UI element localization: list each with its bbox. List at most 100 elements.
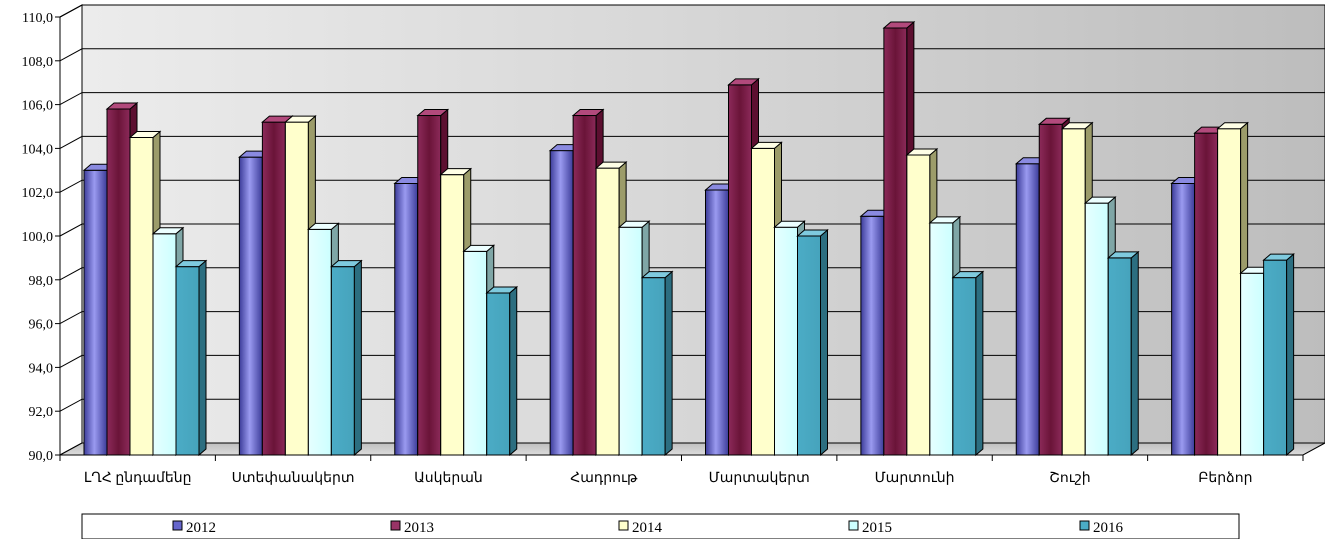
bar-top [1262, 253, 1295, 261]
bar-front [705, 189, 729, 456]
bar-front [774, 226, 798, 456]
bar-top [1216, 122, 1249, 130]
gridline [59, 4, 1325, 18]
bar-side [1286, 253, 1295, 457]
bar-2016 [796, 228, 829, 457]
y-tick-label: 102,0 [22, 186, 54, 201]
bar-front [929, 222, 954, 456]
bar-front [1061, 128, 1086, 456]
bar-top [750, 141, 783, 149]
bar-front [1084, 202, 1109, 456]
y-tick-label: 106,0 [22, 99, 54, 114]
category-label: Ասկերան [414, 471, 483, 486]
y-tick-label: 98,0 [29, 274, 54, 289]
bar-front [641, 277, 666, 456]
bar-front [394, 182, 419, 456]
bar-top [439, 168, 473, 176]
bar-2016 [1106, 250, 1140, 457]
legend-label-2015: 2015 [862, 520, 892, 536]
bar-front [261, 121, 286, 456]
bar-top [105, 102, 139, 110]
bar-top [773, 220, 806, 228]
bar-top [727, 78, 760, 86]
bar-top [594, 161, 628, 169]
bar-front [1194, 132, 1219, 456]
legend-swatch-2013 [390, 520, 401, 531]
bar-top [151, 227, 185, 235]
bar-front [860, 215, 885, 456]
y-tick-label: 92,0 [29, 405, 54, 420]
legend-box [81, 513, 1240, 539]
bar-front [797, 235, 821, 456]
bar-side [353, 259, 362, 457]
bar-top [617, 220, 651, 228]
y-tick-label: 94,0 [29, 361, 54, 376]
bar-front [440, 174, 465, 456]
bar-top [284, 115, 317, 123]
category-label: Մարտակերտ [709, 471, 810, 486]
bar-2016 [951, 270, 985, 457]
category-label: Հադրութ [570, 471, 638, 486]
bar-front [238, 156, 263, 456]
bar-top [462, 244, 496, 252]
bar-top [485, 286, 519, 294]
bar-2016 [640, 270, 674, 457]
bar-2016 [174, 259, 208, 457]
bar-side [820, 228, 828, 457]
bar-front [1240, 272, 1265, 456]
legend-label-2014: 2014 [632, 520, 663, 536]
bar-front [83, 169, 108, 456]
bar-top [1083, 196, 1117, 204]
category-label: Ստեփանակերտ [232, 471, 355, 486]
y-tick-label: 90,0 [29, 449, 54, 464]
y-tick-label: 104,0 [22, 142, 54, 157]
bar-front [728, 84, 752, 456]
bar-top [905, 148, 939, 156]
bar-front [1107, 257, 1132, 456]
bar-front [307, 228, 332, 456]
bar-side [509, 285, 518, 457]
bar-front [330, 266, 355, 456]
category-label: Բերձոր [1198, 471, 1252, 486]
y-tick-label: 96,0 [29, 318, 54, 333]
bars [82, 20, 1295, 457]
bar-front [486, 292, 511, 456]
bar-front [284, 121, 309, 456]
y-axis-ticks: 90,0 92,0 94,0 96,0 98,0 100,0 102,0 104,0 106,0… [22, 11, 61, 464]
bar-top [882, 21, 916, 29]
bar-front [1015, 163, 1040, 456]
bar-front [883, 27, 908, 456]
bar-front [1038, 123, 1063, 456]
y-tick-label: 100,0 [22, 230, 54, 245]
bar-front [618, 226, 643, 456]
bar-top [1106, 251, 1140, 259]
bar-front [549, 150, 574, 456]
bar-top [796, 229, 829, 237]
legend-swatch-2016 [1079, 520, 1090, 531]
bar-front [175, 266, 200, 456]
bar-side [1130, 250, 1139, 457]
bar-front [1263, 259, 1288, 456]
legend-swatch-2015 [848, 520, 859, 531]
bar-top [416, 109, 450, 117]
legend-swatch-2012 [172, 520, 183, 531]
bar-top [928, 216, 962, 224]
bar-front [463, 250, 488, 456]
bar-front [595, 167, 620, 456]
bar-top [128, 130, 162, 138]
bar-front [129, 136, 154, 456]
bar-front [1171, 182, 1196, 456]
legend-label-2012: 2012 [186, 520, 216, 536]
legend: 2012 2013 2014 2015 2016 [81, 513, 1240, 539]
bar-front [417, 115, 442, 456]
bar-top [951, 271, 985, 279]
bar-2016 [1262, 253, 1295, 457]
bar-top [330, 260, 363, 268]
y-tick-label: 110,0 [22, 11, 53, 26]
legend-label-2013: 2013 [404, 520, 434, 536]
bar-top [571, 109, 605, 117]
bar-top [1037, 117, 1071, 125]
bar-top [1060, 122, 1094, 130]
bar-front [906, 154, 931, 456]
